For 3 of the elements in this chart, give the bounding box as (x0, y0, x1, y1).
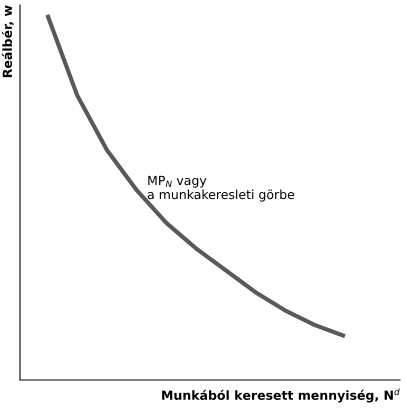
y-axis-title: Reálbér, w (2, 5, 14, 78)
x-axis-title: Munkából keresett mennyiség, N$^{d}$ (162, 388, 400, 402)
annotation: MP$_{N}$ vagy a munkakeresleti görbe (148, 176, 294, 202)
